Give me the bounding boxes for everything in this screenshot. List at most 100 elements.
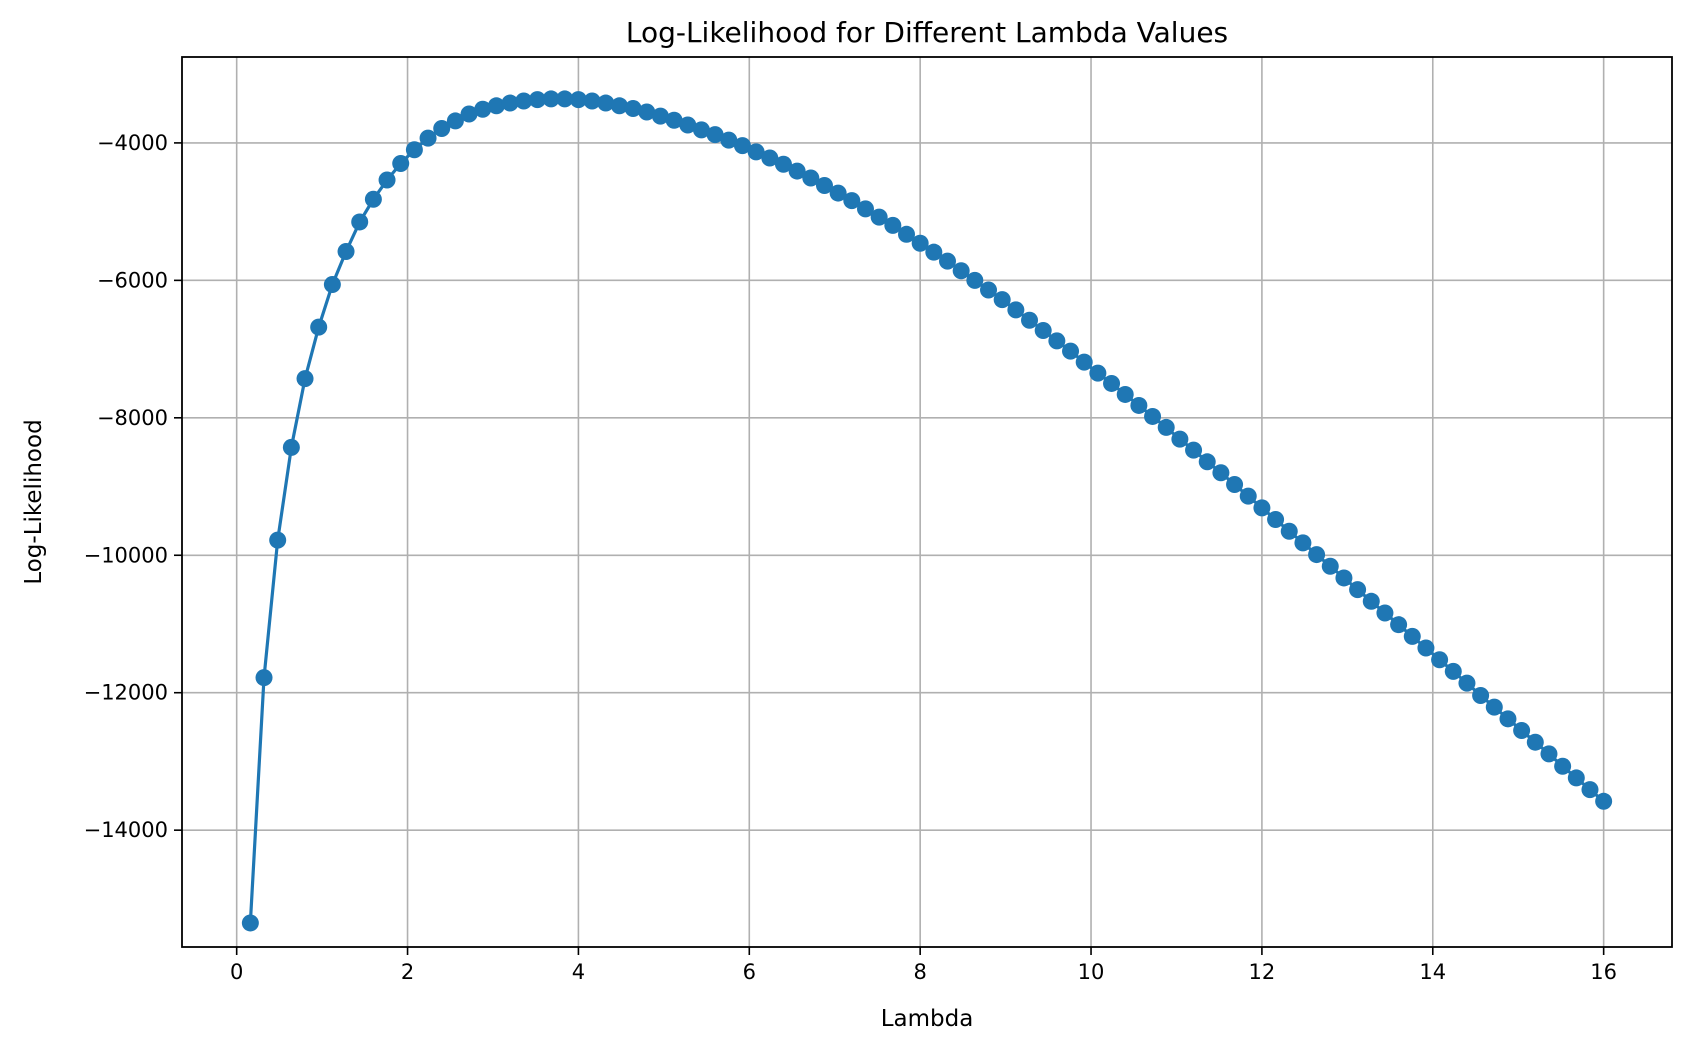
data-point [1212,464,1230,482]
data-point [392,155,410,173]
data-point [1239,487,1257,505]
data-point [255,669,273,687]
data-point [788,162,806,180]
data-point [364,190,382,208]
data-point [1595,792,1613,810]
x-tick-label: 6 [743,960,756,984]
data-point [1075,353,1093,371]
data-point [528,91,546,109]
data-point [446,112,464,130]
data-point [1048,332,1066,350]
data-point [733,137,751,155]
data-point [665,111,683,129]
data-point [269,531,287,549]
data-point [282,438,300,456]
x-axis-label: Lambda [881,1006,974,1032]
data-point [856,200,874,218]
y-tick-label: −10000 [84,543,168,567]
data-point [1103,374,1121,392]
data-point [542,90,560,108]
y-tick-label: −12000 [84,681,168,705]
data-point [1034,322,1052,340]
data-point [1376,604,1394,622]
data-point [843,192,861,210]
y-tick-label: −6000 [97,268,168,292]
data-point [1321,557,1339,575]
data-point [1349,581,1367,599]
data-point [1157,418,1175,436]
data-point [296,370,314,388]
data-point [925,243,943,261]
data-point [241,914,259,932]
data-point [419,129,437,147]
y-axis-ticks: −14000 −12000 −10000 −8000 −6000 −4000 [84,131,182,842]
x-tick-label: 10 [1078,960,1105,984]
data-point [487,97,505,115]
data-point [898,225,915,243]
chart-title: Log-Likelihood for Different Lambda Valu… [626,16,1228,49]
data-point [1280,522,1298,540]
data-point [829,184,847,202]
x-tick-label: 8 [913,960,926,984]
data-point [1089,364,1107,382]
y-axis-label: Log-Likelihood [21,419,47,584]
data-point [569,91,587,109]
data-point [1226,475,1244,493]
data-point [1472,686,1490,704]
data-point [1485,698,1503,716]
data-point [474,100,492,118]
data-point [1513,722,1531,740]
data-point [993,291,1011,309]
data-point [870,208,888,226]
x-tick-label: 0 [230,960,243,984]
data-point [1267,511,1285,529]
data-point [720,131,738,149]
data-point [802,169,820,187]
data-point [1567,769,1585,787]
y-tick-label: −14000 [84,818,168,842]
plot-frame [181,56,1673,948]
data-point [1198,453,1216,471]
data-point [884,216,902,234]
data-point [583,92,601,110]
data-point [337,242,355,260]
data-point [556,90,574,108]
data-point [1116,385,1134,403]
data-point [815,177,833,195]
data-point [501,94,519,112]
y-gridlines [182,142,1672,831]
data-point [1185,441,1203,459]
data-point [610,97,628,115]
data-point [1554,757,1572,775]
data-point [405,141,423,159]
data-point [952,262,970,280]
x-tick-label: 12 [1249,960,1276,984]
data-point [1294,534,1312,552]
data-point [911,234,929,252]
data-point [774,155,792,173]
data-point [638,103,656,121]
data-point [1171,430,1189,448]
data-point [1444,662,1462,680]
data-point [1130,396,1148,414]
data-point [1581,781,1599,799]
x-tick-label: 2 [401,960,414,984]
y-tick-label: −8000 [97,406,168,430]
data-point [1253,499,1271,517]
x-axis-ticks: 0 2 4 6 8 10 12 14 16 [230,947,1617,984]
data-point [651,107,669,125]
data-point [692,121,710,139]
data-point [1417,639,1435,657]
x-tick-label: 14 [1419,960,1446,984]
x-gridlines [235,57,1605,947]
data-point [310,318,328,336]
data-point [1540,745,1558,763]
data-point [706,126,724,144]
data-point [378,171,396,189]
data-point [1403,627,1421,645]
series-layer [241,90,1613,932]
data-point [460,105,478,123]
data-point [1021,311,1039,329]
data-point [966,271,984,289]
